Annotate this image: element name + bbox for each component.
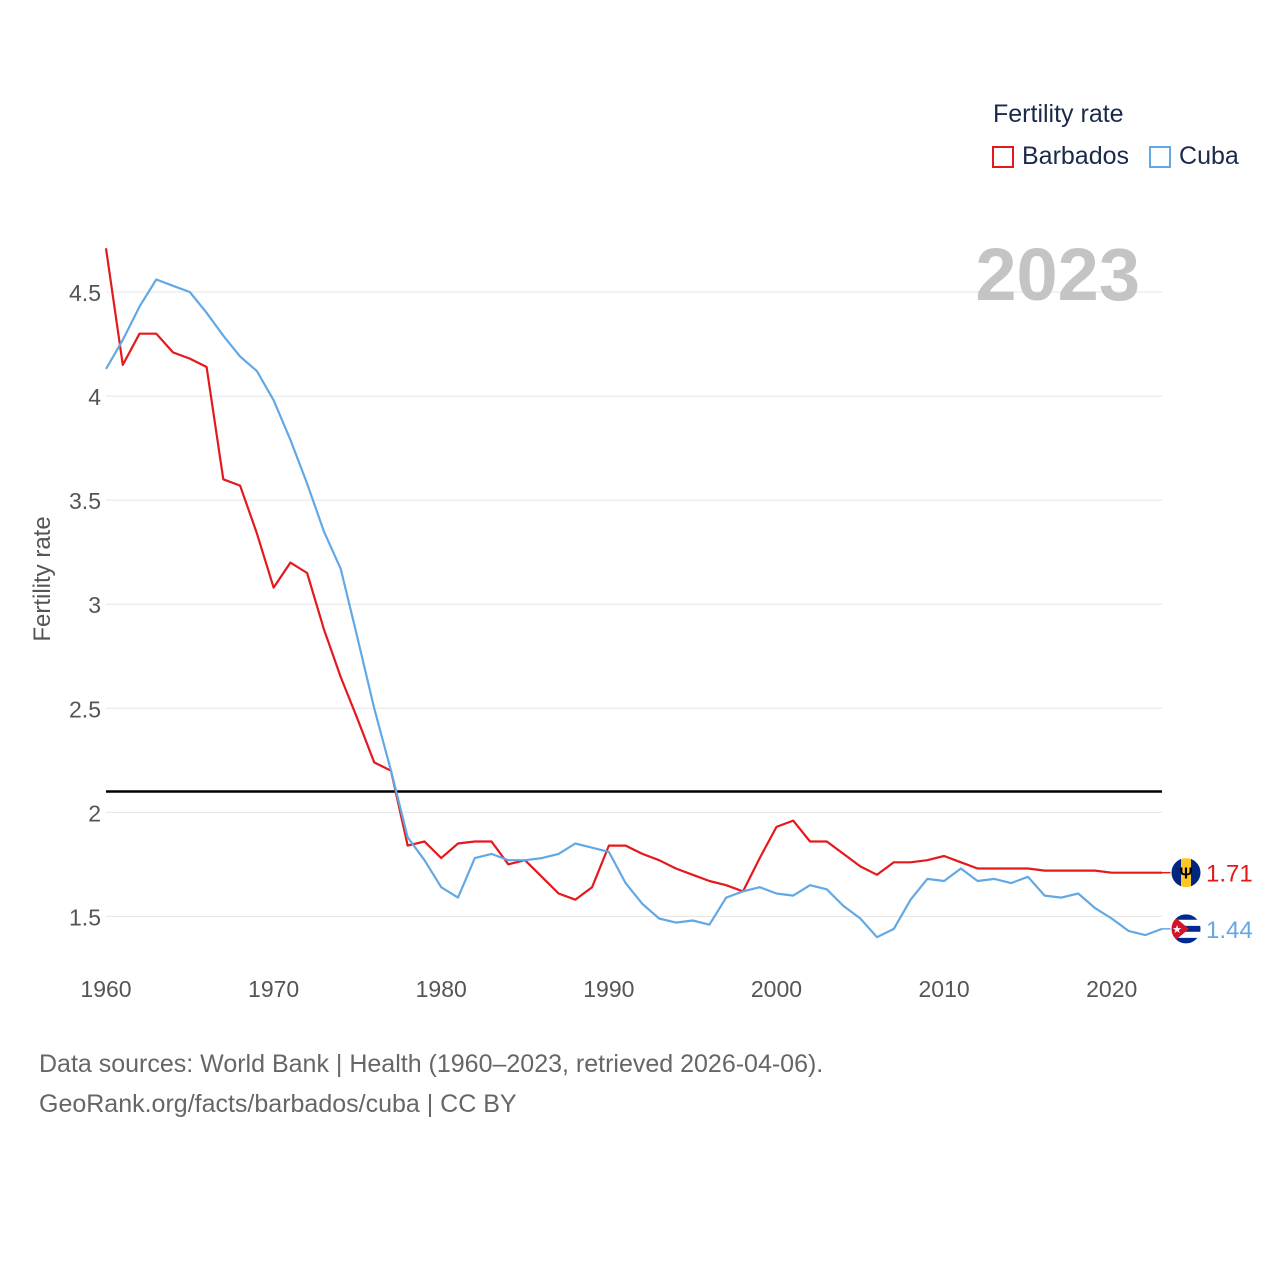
series-line-barbados[interactable] — [104, 248, 1162, 901]
x-tick-label: 2000 — [751, 976, 802, 1002]
barbados-flag: Ψ — [1170, 857, 1202, 889]
legend-title: Fertility rate — [993, 100, 1124, 128]
legend-label-cuba: Cuba — [1179, 142, 1239, 170]
y-tick-label: 4.5 — [69, 280, 101, 306]
y-axis-ticks: 1.5 2 2.5 3 3.5 4 4.5 — [69, 280, 101, 930]
year-label: 2023 — [975, 233, 1140, 316]
legend-swatch-cuba — [1149, 145, 1172, 168]
y-tick-label: 3.5 — [69, 488, 101, 514]
y-axis-label: Fertility rate — [29, 516, 56, 641]
cuba-flag: ★ — [1170, 913, 1202, 945]
legend: Barbados Cuba — [992, 142, 1259, 171]
y-tick-label: 1.5 — [69, 904, 101, 930]
series-lines — [104, 248, 1163, 939]
svg-text:★: ★ — [1172, 924, 1182, 936]
grid — [106, 291, 1162, 917]
end-value-label-barbados: 1.71 — [1206, 861, 1253, 888]
source-line-2[interactable]: GeoRank.org/facts/barbados/cuba | CC BY — [39, 1090, 517, 1118]
svg-text:Ψ: Ψ — [1180, 866, 1193, 883]
x-tick-label: 2020 — [1086, 976, 1137, 1002]
x-tick-label: 1960 — [80, 976, 131, 1002]
x-tick-label: 1970 — [248, 976, 299, 1002]
series-line-cuba[interactable] — [105, 278, 1163, 939]
x-tick-label: 1990 — [583, 976, 634, 1002]
x-tick-label: 2010 — [919, 976, 970, 1002]
end-markers: Ψ 1.71 ★ 1.44 — [1162, 857, 1253, 945]
y-tick-label: 3 — [88, 592, 101, 618]
legend-item-cuba[interactable]: Cuba — [1149, 142, 1239, 171]
source-line-1[interactable]: Data sources: World Bank | Health (1960–… — [39, 1050, 824, 1078]
legend-item-barbados[interactable]: Barbados — [992, 142, 1129, 171]
end-value-label-cuba: 1.44 — [1206, 917, 1253, 944]
legend-label-barbados: Barbados — [1022, 142, 1130, 170]
x-axis-ticks: 1960 1970 1980 1990 2000 2010 2020 — [80, 976, 1137, 1002]
y-tick-label: 2.5 — [69, 696, 101, 722]
y-tick-label: 2 — [88, 800, 101, 826]
legend-swatch-barbados — [992, 145, 1014, 168]
source-note: Data sources: World Bank | Health (1960–… — [39, 1044, 823, 1124]
x-tick-label: 1980 — [416, 976, 467, 1002]
y-tick-label: 4 — [88, 384, 101, 410]
